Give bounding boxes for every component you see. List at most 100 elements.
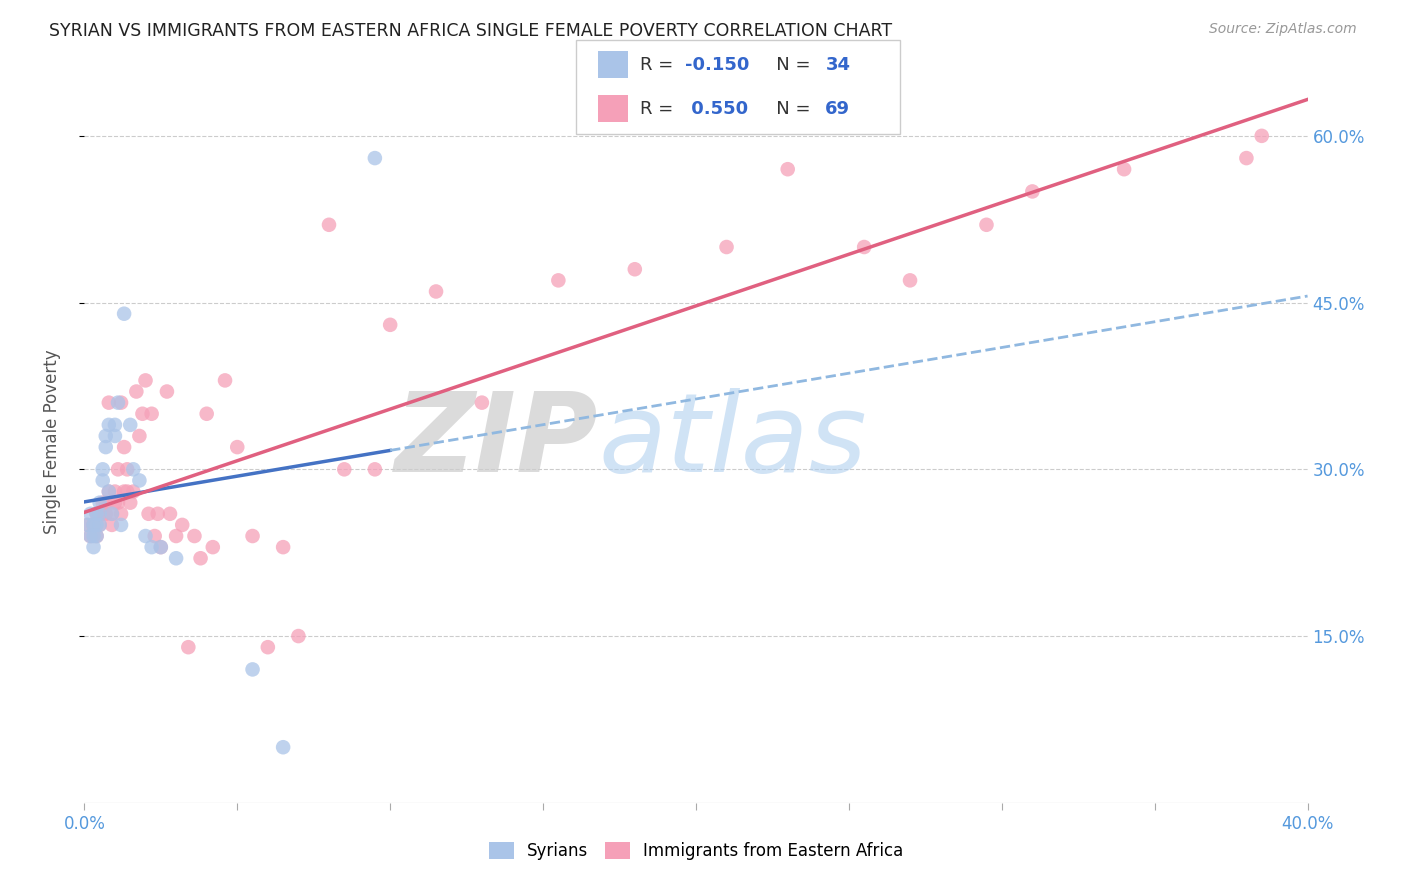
Point — [271, 740, 294, 755]
Point — [91, 474, 114, 488]
Point — [112, 307, 135, 321]
Point — [128, 429, 150, 443]
Point — [110, 517, 132, 532]
Point — [190, 551, 212, 566]
Text: 69: 69 — [825, 100, 851, 118]
Point — [776, 162, 799, 177]
Point — [94, 496, 117, 510]
Point — [853, 240, 876, 254]
Point — [91, 507, 114, 521]
Point — [364, 151, 387, 165]
Point — [1114, 162, 1136, 177]
Point — [97, 484, 120, 499]
Point — [79, 507, 101, 521]
Point — [195, 407, 218, 421]
Point — [471, 395, 494, 409]
Point — [271, 540, 294, 554]
Text: R =: R = — [640, 100, 679, 118]
Point — [125, 384, 148, 399]
Point — [624, 262, 647, 277]
Point — [76, 517, 98, 532]
Point — [89, 517, 111, 532]
Point — [135, 373, 157, 387]
Point — [122, 484, 145, 499]
Point — [547, 273, 569, 287]
Text: 0.550: 0.550 — [685, 100, 748, 118]
Point — [172, 517, 194, 532]
Point — [425, 285, 447, 299]
Point — [94, 440, 117, 454]
Point — [138, 507, 160, 521]
Point — [128, 474, 150, 488]
Point — [89, 496, 111, 510]
Text: N =: N = — [759, 100, 817, 118]
Point — [86, 507, 108, 521]
Point — [287, 629, 309, 643]
Text: 34: 34 — [825, 55, 851, 74]
Point — [97, 417, 120, 432]
Point — [364, 462, 387, 476]
Point — [101, 517, 124, 532]
Point — [716, 240, 738, 254]
Point — [177, 640, 200, 655]
Text: ZIP: ZIP — [395, 388, 598, 495]
Text: R =: R = — [640, 55, 679, 74]
Point — [89, 517, 111, 532]
Point — [156, 384, 179, 399]
Point — [83, 540, 105, 554]
Point — [86, 507, 108, 521]
Text: -0.150: -0.150 — [685, 55, 749, 74]
Point — [89, 507, 111, 521]
Text: atlas: atlas — [598, 388, 866, 495]
Point — [104, 417, 127, 432]
Point — [91, 462, 114, 476]
Point — [107, 395, 129, 409]
Point — [110, 507, 132, 521]
Point — [257, 640, 280, 655]
Point — [94, 507, 117, 521]
Point — [112, 440, 135, 454]
Point — [101, 507, 124, 521]
Point — [86, 529, 108, 543]
Point — [131, 407, 153, 421]
Point — [107, 462, 129, 476]
Text: Source: ZipAtlas.com: Source: ZipAtlas.com — [1209, 22, 1357, 37]
Point — [94, 429, 117, 443]
Point — [380, 318, 402, 332]
Point — [120, 496, 142, 510]
Point — [165, 529, 187, 543]
Point — [141, 407, 163, 421]
Point — [143, 529, 166, 543]
Point — [1250, 128, 1272, 143]
Point — [101, 507, 124, 521]
Point — [120, 417, 142, 432]
Point — [104, 484, 127, 499]
Point — [333, 462, 356, 476]
Point — [115, 462, 138, 476]
Point — [86, 517, 108, 532]
Point — [104, 429, 127, 443]
Point — [898, 273, 921, 287]
Point — [97, 395, 120, 409]
Point — [149, 540, 172, 554]
Text: SYRIAN VS IMMIGRANTS FROM EASTERN AFRICA SINGLE FEMALE POVERTY CORRELATION CHART: SYRIAN VS IMMIGRANTS FROM EASTERN AFRICA… — [49, 22, 893, 40]
Point — [83, 517, 105, 532]
Point — [1021, 185, 1043, 199]
Point — [79, 529, 101, 543]
Point — [165, 551, 187, 566]
Text: N =: N = — [759, 55, 817, 74]
Point — [242, 529, 264, 543]
Point — [159, 507, 181, 521]
Legend: Syrians, Immigrants from Eastern Africa: Syrians, Immigrants from Eastern Africa — [482, 835, 910, 867]
Point — [135, 529, 157, 543]
Point — [149, 540, 172, 554]
Point — [141, 540, 163, 554]
Point — [976, 218, 998, 232]
Point — [79, 529, 101, 543]
Point — [97, 484, 120, 499]
Point — [122, 462, 145, 476]
Point — [76, 517, 98, 532]
Point — [318, 218, 340, 232]
Point — [83, 529, 105, 543]
Point — [91, 496, 114, 510]
